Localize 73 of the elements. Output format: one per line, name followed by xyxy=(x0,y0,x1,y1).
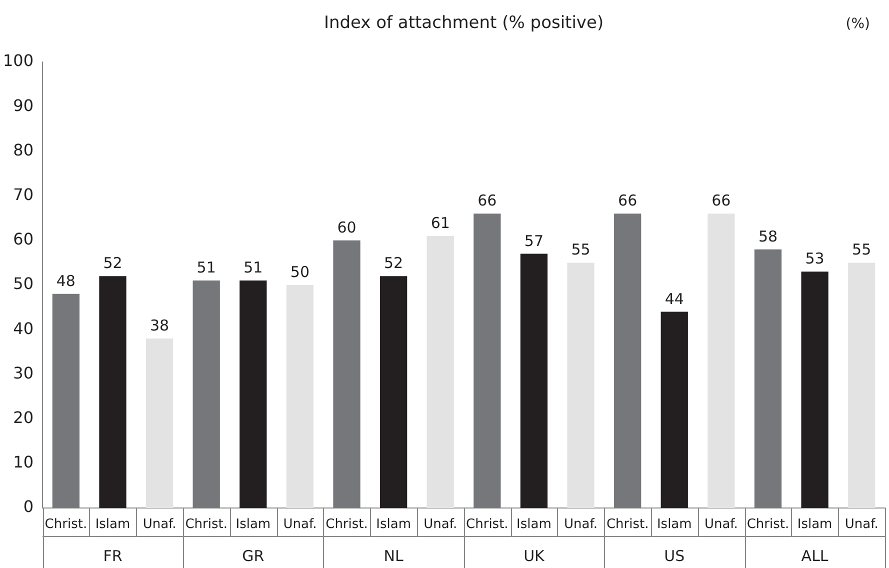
text: (%) xyxy=(846,16,870,32)
chart-title: Index of attachment (% positive) xyxy=(324,13,604,33)
data-label: 38 xyxy=(150,316,170,335)
bar xyxy=(380,276,408,508)
y-tick-label: 40 xyxy=(13,318,34,338)
data-label: 55 xyxy=(852,240,872,259)
text: Unaf. xyxy=(844,517,878,532)
x-tick-label: US xyxy=(664,547,685,565)
data-label: 66 xyxy=(712,192,731,210)
data-label: 66 xyxy=(478,192,497,210)
bar xyxy=(333,240,360,508)
bar xyxy=(426,236,454,508)
text: Christ. xyxy=(606,517,649,532)
bar xyxy=(520,254,548,508)
data-label: 57 xyxy=(524,232,544,250)
y-tick-label: 20 xyxy=(13,408,34,427)
x-tick-label: NL xyxy=(384,547,404,565)
text: Islam xyxy=(797,517,832,532)
y-tick-label: 100 xyxy=(2,51,34,70)
bar xyxy=(474,214,501,508)
y-tick-label: 60 xyxy=(13,230,34,249)
y-tick-label: 80 xyxy=(13,140,34,160)
x-tick-label: FR xyxy=(103,547,122,565)
text: Islam xyxy=(516,517,552,532)
bar xyxy=(848,262,876,508)
text: Christ. xyxy=(44,517,88,532)
data-label: 51 xyxy=(196,258,216,277)
x-tick-label: GR xyxy=(242,547,264,565)
series-label: Islam xyxy=(656,517,692,532)
text: Unaf. xyxy=(142,517,176,532)
bar xyxy=(754,249,782,508)
text: Islam xyxy=(376,517,411,532)
text: Islam xyxy=(236,517,271,532)
bar xyxy=(708,214,735,508)
y-tick-label: 90 xyxy=(13,96,34,115)
bar xyxy=(240,280,267,508)
y-tick-label: 30 xyxy=(13,363,34,382)
data-label: 61 xyxy=(430,214,450,232)
text: Islam xyxy=(95,517,130,532)
bar xyxy=(801,272,828,508)
y-tick-label: 50 xyxy=(13,274,34,294)
data-label: 58 xyxy=(758,227,778,246)
bar xyxy=(146,338,174,508)
bar xyxy=(567,262,594,508)
data-label: 50 xyxy=(290,263,310,281)
data-label: 55 xyxy=(571,240,590,259)
series-label: Unaf. xyxy=(564,517,598,532)
y-tick-label: 10 xyxy=(13,452,34,472)
data-label: 51 xyxy=(244,258,263,277)
text: Unaf. xyxy=(704,517,738,532)
bar xyxy=(52,294,80,508)
text: Unaf. xyxy=(424,517,458,532)
bar xyxy=(660,312,688,508)
data-label: 48 xyxy=(56,272,76,290)
data-label: 60 xyxy=(337,218,356,236)
bar xyxy=(286,285,314,508)
text: Christ. xyxy=(185,517,228,532)
data-label: 44 xyxy=(664,290,684,308)
y-tick-label: 70 xyxy=(13,184,34,204)
data-label: 52 xyxy=(103,254,122,272)
text: Christ. xyxy=(326,517,368,532)
x-tick-label: UK xyxy=(524,547,546,565)
series-label: Christ. xyxy=(746,517,790,532)
data-label: 52 xyxy=(384,254,404,272)
bar xyxy=(614,214,642,508)
data-label: 53 xyxy=(805,250,824,268)
text: Christ. xyxy=(466,517,508,532)
y-tick-label: 0 xyxy=(23,497,34,516)
bar xyxy=(192,280,220,508)
data-label: 66 xyxy=(618,192,638,210)
x-tick-label: ALL xyxy=(801,547,829,565)
bar xyxy=(99,276,126,508)
text: Unaf. xyxy=(283,517,317,532)
